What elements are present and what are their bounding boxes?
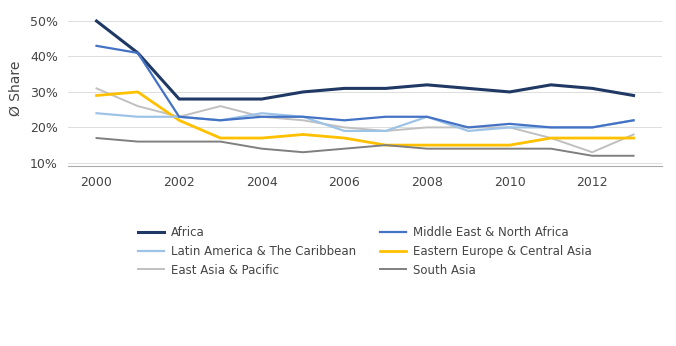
Legend: Africa, Latin America & The Caribbean, East Asia & Pacific, Middle East & North : Africa, Latin America & The Caribbean, E… [135, 222, 596, 280]
Y-axis label: Ø Share: Ø Share [9, 61, 23, 116]
